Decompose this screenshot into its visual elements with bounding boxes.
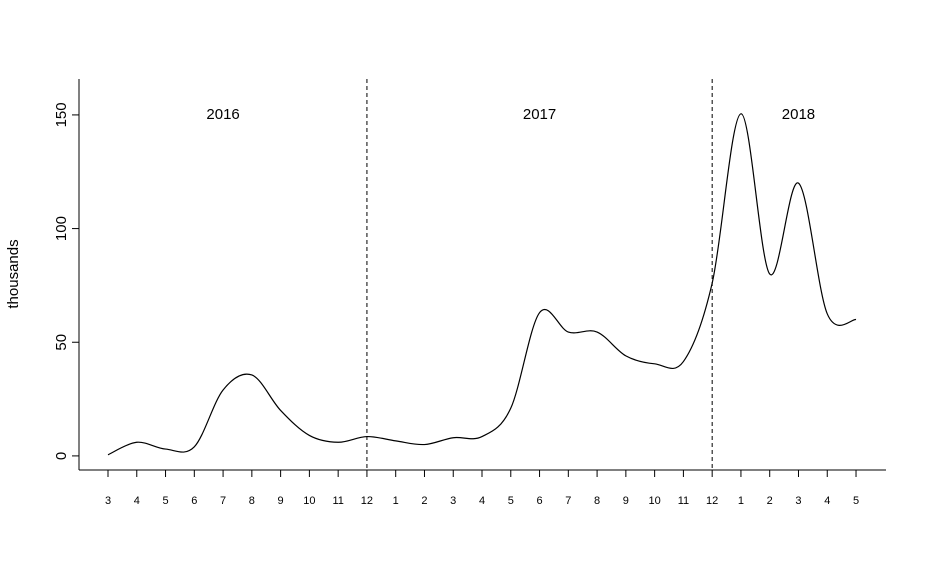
y-tick-label: 100 [53,216,70,241]
x-tick-label: 3 [450,495,456,507]
x-tick-label: 1 [393,495,399,507]
x-tick-label: 4 [134,495,140,507]
x-tick-label: 3 [795,495,801,507]
year-label: 2018 [782,106,815,123]
x-tick-label: 9 [278,495,284,507]
x-tick-label: 4 [479,495,485,507]
x-tick-label: 6 [536,495,542,507]
x-tick-label: 10 [649,495,661,507]
y-axis-label: thousands [5,239,22,308]
x-tick-label: 7 [220,495,226,507]
x-tick-label: 11 [332,495,343,507]
x-tick-label: 5 [162,495,168,507]
y-tick-label: 50 [53,334,70,351]
x-tick-label: 5 [853,495,859,507]
x-tick-label: 12 [706,495,718,507]
x-tick-label: 5 [508,495,514,507]
x-tick-label: 8 [594,495,600,507]
year-label: 2016 [206,106,239,123]
x-tick-label: 9 [623,495,629,507]
x-tick-label: 11 [678,495,689,507]
x-tick-label: 7 [565,495,571,507]
year-label: 2017 [523,106,556,123]
y-tick-label: 150 [53,102,70,127]
x-tick-label: 6 [191,495,197,507]
x-tick-label: 2 [767,495,773,507]
x-tick-label: 8 [249,495,255,507]
x-tick-label: 1 [738,495,744,507]
y-tick-label: 0 [53,452,70,460]
series-line [107,113,857,456]
x-tick-label: 12 [361,495,373,507]
x-tick-label: 3 [105,495,111,507]
x-tick-label: 10 [303,495,315,507]
x-tick-label: 2 [421,495,427,507]
x-tick-label: 4 [824,495,830,507]
